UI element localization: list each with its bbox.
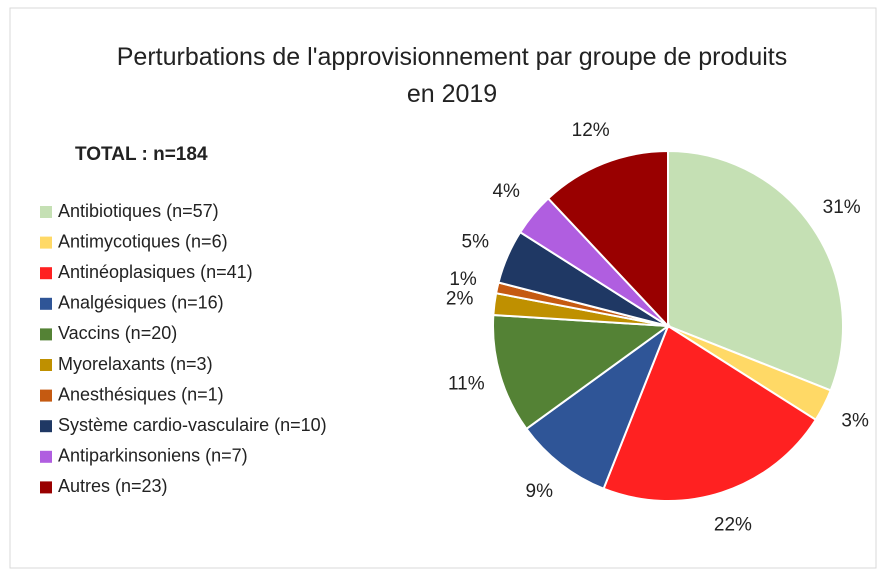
pie-slice <box>546 149 669 329</box>
slice-label: 12% <box>572 120 610 141</box>
slice-label: 11% <box>448 374 485 395</box>
slice-label: 31% <box>823 197 861 218</box>
pie-slice <box>492 313 671 431</box>
legend-label: Anesthésiques (n=1) <box>58 384 224 404</box>
legend-label: Vaccins (n=20) <box>58 323 177 343</box>
slice-label: 3% <box>841 410 869 431</box>
legend-swatch <box>40 389 52 402</box>
pie-slice <box>602 324 818 502</box>
slice-label: 1% <box>449 269 477 290</box>
slice-label: 5% <box>462 232 490 253</box>
legend-label: Antinéoplasiques (n=41) <box>58 262 253 282</box>
legend-swatch <box>40 481 52 494</box>
legend-swatch <box>40 236 52 249</box>
legend-swatch <box>40 420 52 433</box>
pie-slice <box>525 323 671 491</box>
chart-subtitle: TOTAL : n=184 <box>75 144 208 165</box>
slice-label: 4% <box>492 181 520 202</box>
legend-label: Système cardio-vasculaire (n=10) <box>58 415 327 435</box>
chart-title: Perturbations de l'approvisionnement par… <box>117 43 787 108</box>
legend-swatch <box>40 359 52 371</box>
legend-label: Analgésiques (n=16) <box>58 293 224 313</box>
legend-swatch <box>40 206 52 218</box>
legend-swatch <box>40 328 52 341</box>
legend-swatch <box>40 450 52 463</box>
slice-label: 9% <box>526 481 554 502</box>
legend-label: Antiparkinsoniens (n=7) <box>58 446 248 466</box>
pie-slice <box>667 149 844 392</box>
legend-label: Antibiotiques (n=57) <box>58 201 219 221</box>
legend-label: Autres (n=23) <box>58 476 168 496</box>
legend-swatch <box>40 297 52 310</box>
slice-label: 22% <box>714 515 752 536</box>
legend-swatch <box>40 267 52 280</box>
legend-label: Antimycotiques (n=6) <box>58 231 228 251</box>
slice-label: 2% <box>446 289 474 310</box>
legend-label: Myorelaxants (n=3) <box>58 354 213 374</box>
